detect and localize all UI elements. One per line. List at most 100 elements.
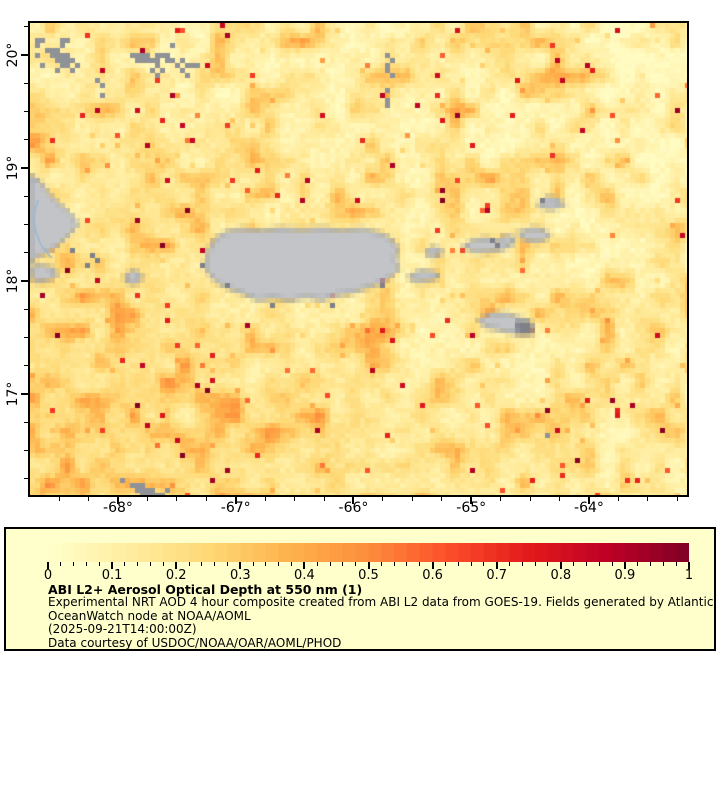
colorbar-tick — [188, 562, 190, 566]
x-axis-tick — [500, 497, 502, 501]
y-axis-tick — [24, 111, 28, 112]
y-axis-tick — [24, 223, 28, 225]
colorbar-tick — [406, 562, 408, 566]
colorbar-tick — [265, 562, 267, 566]
colorbar-tick-label: 0.8 — [550, 568, 572, 583]
x-tick-label: -67° — [220, 500, 251, 516]
x-axis-tick — [676, 497, 678, 501]
colorbar-tick — [637, 562, 639, 566]
colorbar-tick — [662, 562, 664, 566]
colorbar-tick — [278, 562, 280, 566]
colorbar-tick — [559, 562, 562, 569]
y-axis-tick — [24, 252, 28, 254]
colorbar-tick — [98, 562, 100, 566]
colorbar-tick-label: 0.2 — [165, 568, 187, 583]
y-axis-tick — [21, 166, 28, 169]
colorbar-tick — [688, 562, 690, 569]
colorbar-tick — [457, 562, 459, 566]
colorbar-tick — [316, 562, 318, 566]
colorbar-tick — [150, 562, 152, 566]
x-axis-tick — [559, 497, 561, 501]
x-axis-tick — [529, 497, 531, 501]
y-axis-tick — [24, 308, 28, 310]
colorbar-tick — [547, 562, 549, 566]
colorbar-tick — [73, 562, 75, 566]
colorbar-tick-label: 1 — [684, 568, 694, 583]
colorbar-tick — [47, 562, 49, 569]
y-axis-tick — [24, 195, 28, 197]
colorbar-tick — [521, 562, 523, 566]
y-axis-tick — [24, 82, 28, 84]
x-axis-tick — [116, 497, 119, 504]
y-axis-tick — [24, 421, 28, 423]
y-tick-label: 18° — [5, 268, 21, 294]
colorbar-tick — [137, 562, 139, 566]
y-axis-tick — [24, 365, 28, 367]
colorbar-tick-label: 0 — [43, 568, 53, 583]
x-axis-tick — [205, 497, 207, 501]
x-axis-tick — [294, 497, 296, 501]
y-tick-label: 17° — [5, 381, 21, 407]
legend-text-block: ABI L2+ Aerosol Optical Depth at 550 nm … — [48, 583, 713, 650]
colorbar-tick — [214, 562, 216, 566]
x-tick-label: -68° — [103, 500, 133, 516]
colorbar-tick — [534, 562, 536, 566]
colorbar-tick — [342, 562, 344, 566]
colorbar-tick — [239, 562, 242, 569]
colorbar-tick — [303, 562, 306, 569]
legend-line: OceanWatch node at NOAA/AOML — [48, 608, 251, 623]
colorbar-tick — [329, 562, 331, 566]
colorbar-tick — [380, 562, 382, 566]
x-axis-tick — [323, 497, 325, 501]
legend-line: Experimental NRT AOD 4 hour composite cr… — [48, 595, 714, 610]
x-axis-tick — [58, 497, 60, 501]
x-axis-tick — [647, 497, 649, 501]
colorbar-tick — [252, 562, 254, 566]
colorbar-tick — [226, 562, 228, 566]
legend-title: ABI L2+ Aerosol Optical Depth at 550 nm … — [48, 582, 363, 597]
colorbar-tick-label: 0.6 — [422, 568, 443, 583]
colorbar-tick — [60, 562, 62, 566]
x-axis-tick — [587, 497, 590, 504]
colorbar-tick — [393, 562, 395, 566]
x-axis-tick — [264, 497, 266, 501]
y-axis-tick — [24, 449, 28, 451]
colorbar-tick — [111, 562, 114, 569]
y-tick-label: 19° — [5, 155, 21, 181]
x-axis-tick — [382, 497, 384, 501]
colorbar-tick — [85, 562, 87, 566]
x-tick-label: -65° — [456, 500, 487, 516]
colorbar-tick — [201, 562, 203, 566]
colorbar-tick — [419, 562, 421, 566]
colorbar-tick-label: 0.5 — [358, 568, 379, 583]
colorbar-tick — [470, 562, 472, 566]
legend-line: (2025-09-21T14:00:00Z) — [48, 622, 197, 637]
y-axis-tick — [24, 139, 28, 141]
legend-line: Data courtesy of USDOC/NOAA/OAR/AOML/PHO… — [48, 635, 342, 650]
x-tick-label: -64° — [574, 500, 604, 516]
colorbar-tick — [509, 562, 511, 566]
colorbar-tick — [495, 562, 498, 569]
x-axis-tick — [176, 497, 178, 501]
y-axis-tick — [21, 392, 28, 395]
colorbar — [48, 543, 689, 562]
colorbar-tick — [585, 562, 587, 566]
y-axis-tick — [24, 336, 28, 338]
map-frame — [28, 21, 689, 497]
x-tick-label: -66° — [338, 500, 369, 516]
y-axis-tick — [24, 478, 28, 480]
x-axis-tick — [470, 497, 473, 504]
colorbar-tick-label: 0.4 — [294, 568, 315, 583]
x-axis-tick — [88, 497, 90, 501]
colorbar-tick — [598, 562, 600, 566]
y-axis-tick — [21, 279, 28, 282]
x-axis-tick — [411, 497, 413, 501]
colorbar-tick — [650, 562, 652, 566]
colorbar-tick — [175, 562, 178, 569]
colorbar-tick — [483, 562, 485, 566]
colorbar-tick — [611, 562, 613, 566]
x-axis-tick — [234, 497, 237, 504]
x-axis-tick — [352, 497, 355, 504]
x-axis-tick — [617, 497, 619, 501]
